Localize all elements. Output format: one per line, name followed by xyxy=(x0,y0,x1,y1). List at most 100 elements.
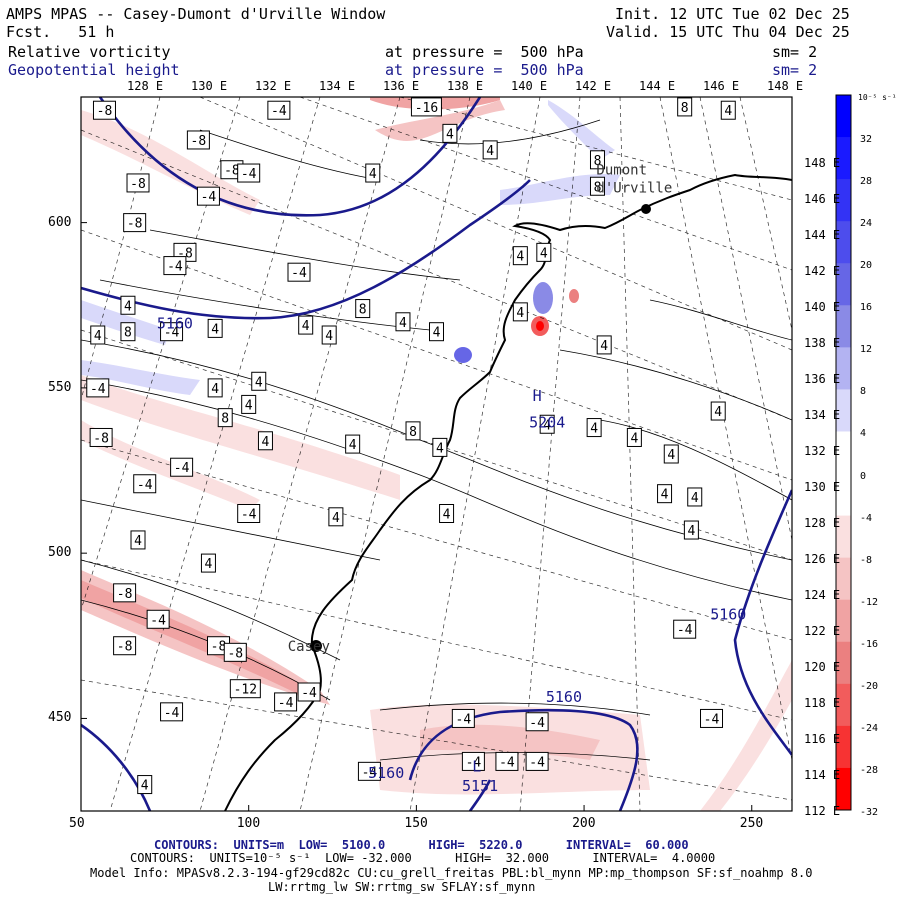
colorbar-segment xyxy=(836,347,851,390)
height-contour-label: 5160 xyxy=(546,688,582,706)
vorticity-band xyxy=(81,360,200,395)
station-marker-dumont-durville xyxy=(641,204,651,214)
vorticity-label: -16 xyxy=(415,101,438,116)
vorticity-label: -4 xyxy=(362,765,378,780)
field2-level: at pressure = 500 hPa xyxy=(385,61,584,79)
vorticity-label-box xyxy=(298,315,314,335)
vorticity-label-box xyxy=(429,322,444,342)
height-contour-label: 5160 xyxy=(157,314,193,332)
vorticity-label-box xyxy=(589,150,605,170)
y-tick-label: 600 xyxy=(48,214,72,230)
vorticity-label: 4 xyxy=(436,441,444,456)
height-contour-info: CONTOURS: UNITS=m LOW= 5100.0 HIGH= 5220… xyxy=(154,838,689,852)
longitude-label-right: 120 E xyxy=(804,660,841,674)
colorbar-segment xyxy=(836,263,851,306)
extremum-label: H xyxy=(533,387,542,405)
vorticity-label-box xyxy=(170,457,194,477)
vorticity-label: 4 xyxy=(141,779,149,794)
longitude-label-top: 138 E xyxy=(447,79,484,93)
vorticity-label-box xyxy=(163,256,187,276)
longitude-label-top: 144 E xyxy=(639,79,676,93)
height-contour-label: 5160 xyxy=(368,764,404,782)
vorticity-label-box xyxy=(86,378,110,398)
vorticity-label-box xyxy=(160,322,184,342)
colorbar-tick-label: 0 xyxy=(860,470,867,482)
field1-smoothing: sm= 2 xyxy=(772,43,818,61)
vorticity-center xyxy=(536,321,544,331)
vorticity-label-box xyxy=(186,130,210,150)
colorbar-segment xyxy=(836,137,851,180)
vorticity-label-box xyxy=(710,401,726,421)
vorticity-label: 4 xyxy=(332,511,340,526)
vorticity-label-box xyxy=(410,97,442,117)
vorticity-label: -8 xyxy=(211,640,227,655)
colorbar-segment xyxy=(836,641,851,685)
vorticity-label-box xyxy=(133,474,157,494)
vorticity-label-box xyxy=(687,487,703,507)
vorticity-label: 4 xyxy=(714,405,722,420)
vorticity-label-box xyxy=(160,702,184,722)
longitude-label-top: 146 E xyxy=(703,79,740,93)
vorticity-label-box xyxy=(237,504,261,523)
vorticity-label-box xyxy=(207,378,223,398)
longitude-label-right: 132 E xyxy=(804,444,841,458)
longitude-label-right: 130 E xyxy=(804,480,841,494)
colorbar-segment xyxy=(836,221,851,264)
vorticity-label-box xyxy=(657,484,673,504)
vorticity-label-box xyxy=(677,97,693,117)
vorticity-label-box xyxy=(589,176,605,196)
station-name: Dumont xyxy=(596,163,647,179)
height-contour xyxy=(733,489,792,756)
vorticity-label-box xyxy=(146,609,170,629)
longitude-label-right: 146 E xyxy=(804,192,841,206)
vorticity-label-box xyxy=(223,642,247,662)
vorticity-label: 4 xyxy=(724,104,732,119)
station-name: d'Urville xyxy=(596,181,672,197)
field2-name: Geopotential height xyxy=(8,61,180,79)
vorticity-label-box xyxy=(90,325,106,345)
vorticity-label: -4 xyxy=(241,508,257,523)
vorticity-label-box xyxy=(461,751,485,771)
vorticity-center xyxy=(569,289,579,303)
colorbar-tick-label: 4 xyxy=(860,428,867,440)
vorticity-label-box xyxy=(720,100,736,120)
vorticity-label-box xyxy=(137,775,153,795)
vorticity-label: 4 xyxy=(516,306,524,321)
vorticity-label-box xyxy=(196,186,220,206)
colorbar-tick-label: -4 xyxy=(860,512,873,524)
vorticity-label-box xyxy=(405,421,421,441)
vorticity-contour-info: CONTOURS: UNITS=10⁻⁵ s⁻¹ LOW= -32.000 HI… xyxy=(130,851,716,865)
height-contour xyxy=(81,179,531,320)
colorbar-segment xyxy=(836,599,851,643)
vorticity-label-box xyxy=(328,507,344,527)
vorticity-label: -8 xyxy=(117,640,133,655)
colorbar-tick-label: -28 xyxy=(860,764,879,776)
vorticity-label: 8 xyxy=(681,101,689,116)
y-tick-label: 500 xyxy=(48,545,72,561)
vorticity-label: 4 xyxy=(349,438,357,453)
longitude-label-top: 134 E xyxy=(319,79,356,93)
colorbar-segment xyxy=(836,431,851,475)
vorticity-label: -4 xyxy=(201,190,217,205)
longitude-label-top: 136 E xyxy=(383,79,420,93)
vorticity-label-box xyxy=(586,418,602,438)
colorbar-unit: 10⁻⁵ s⁻¹ xyxy=(858,93,897,102)
height-contour-label: 5204 xyxy=(529,414,565,432)
vorticity-label: -4 xyxy=(291,266,307,281)
vorticity-label-box xyxy=(512,246,528,266)
longitude-label-right: 134 E xyxy=(804,408,841,422)
height-contour xyxy=(81,723,152,811)
colorbar-segment xyxy=(836,725,851,769)
vorticity-label-box xyxy=(120,295,136,315)
vorticity-label: -4 xyxy=(241,167,257,182)
longitude-label-top: 148 E xyxy=(767,79,804,93)
colorbar-segment xyxy=(836,557,851,601)
vorticity-label-box xyxy=(130,530,146,550)
vorticity-label: -4 xyxy=(174,461,190,476)
colorbar-segment xyxy=(836,95,851,138)
model-info-physics: LW:rrtmg_lw SW:rrtmg_sw SFLAY:sf_mynn xyxy=(268,880,536,894)
vorticity-label-box xyxy=(355,299,371,319)
vorticity-label: -4 xyxy=(164,326,180,341)
vorticity-band xyxy=(81,580,320,700)
longitude-label-right: 116 E xyxy=(804,732,841,746)
